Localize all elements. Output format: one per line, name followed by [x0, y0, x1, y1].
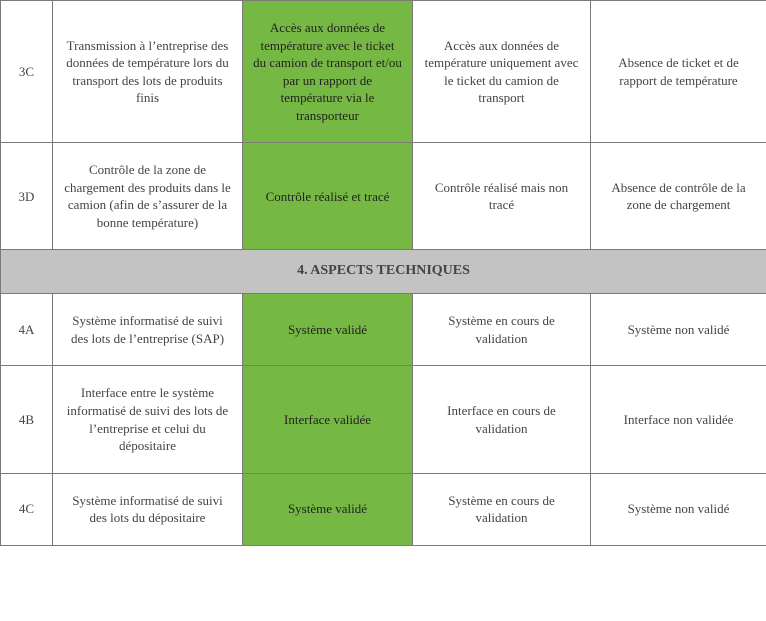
- row-option-2: Système en cours de validation: [413, 473, 591, 545]
- row-option-3: Absence de ticket et de rapport de tempé…: [591, 1, 766, 143]
- row-option-3: Absence de contrôle de la zone de charge…: [591, 143, 766, 250]
- row-desc: Système informatisé de suivi des lots du…: [53, 473, 243, 545]
- table-row: 4C Système informatisé de suivi des lots…: [1, 473, 766, 545]
- row-code: 4B: [1, 366, 53, 473]
- table-row: 3C Transmission à l’entreprise des donné…: [1, 1, 766, 143]
- row-code: 4C: [1, 473, 53, 545]
- row-option-2: Accès aux données de température uniquem…: [413, 1, 591, 143]
- table-row: 3D Contrôle de la zone de chargement des…: [1, 143, 766, 250]
- row-option-1: Système validé: [243, 473, 413, 545]
- row-option-2: Interface en cours de validation: [413, 366, 591, 473]
- criteria-table: 3C Transmission à l’entreprise des donné…: [0, 0, 766, 546]
- section-header-label: 4. ASPECTS TECHNIQUES: [1, 250, 766, 294]
- row-option-1: Contrôle réalisé et tracé: [243, 143, 413, 250]
- row-option-2: Contrôle réalisé mais non tracé: [413, 143, 591, 250]
- row-option-1: Accès aux données de température avec le…: [243, 1, 413, 143]
- row-option-3: Interface non validée: [591, 366, 766, 473]
- row-option-1: Système validé: [243, 294, 413, 366]
- table-row: 4A Système informatisé de suivi des lots…: [1, 294, 766, 366]
- section-header-row: 4. ASPECTS TECHNIQUES: [1, 250, 766, 294]
- row-desc: Interface entre le système informatisé d…: [53, 366, 243, 473]
- row-code: 3C: [1, 1, 53, 143]
- row-option-3: Système non validé: [591, 473, 766, 545]
- row-desc: Contrôle de la zone de chargement des pr…: [53, 143, 243, 250]
- row-option-1: Interface validée: [243, 366, 413, 473]
- row-option-2: Système en cours de validation: [413, 294, 591, 366]
- row-option-3: Système non validé: [591, 294, 766, 366]
- row-code: 3D: [1, 143, 53, 250]
- row-desc: Transmission à l’entreprise des données …: [53, 1, 243, 143]
- table-row: 4B Interface entre le système informatis…: [1, 366, 766, 473]
- row-desc: Système informatisé de suivi des lots de…: [53, 294, 243, 366]
- row-code: 4A: [1, 294, 53, 366]
